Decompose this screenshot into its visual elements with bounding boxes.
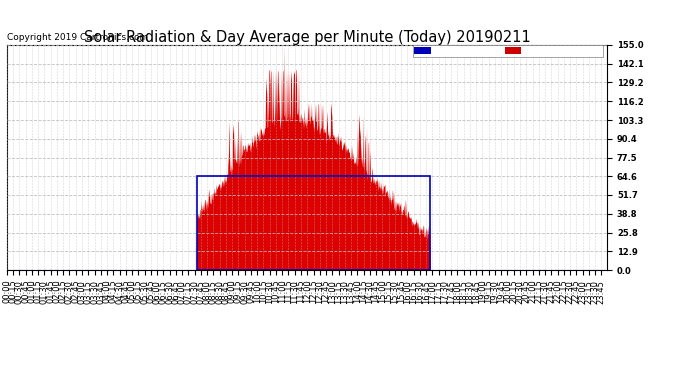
- Legend: Median (W/m2), Radiation (W/m2): Median (W/m2), Radiation (W/m2): [413, 45, 603, 57]
- Text: Copyright 2019 Cartronics.com: Copyright 2019 Cartronics.com: [7, 33, 148, 42]
- Title: Solar Radiation & Day Average per Minute (Today) 20190211: Solar Radiation & Day Average per Minute…: [83, 30, 531, 45]
- Bar: [197, 176, 431, 270]
